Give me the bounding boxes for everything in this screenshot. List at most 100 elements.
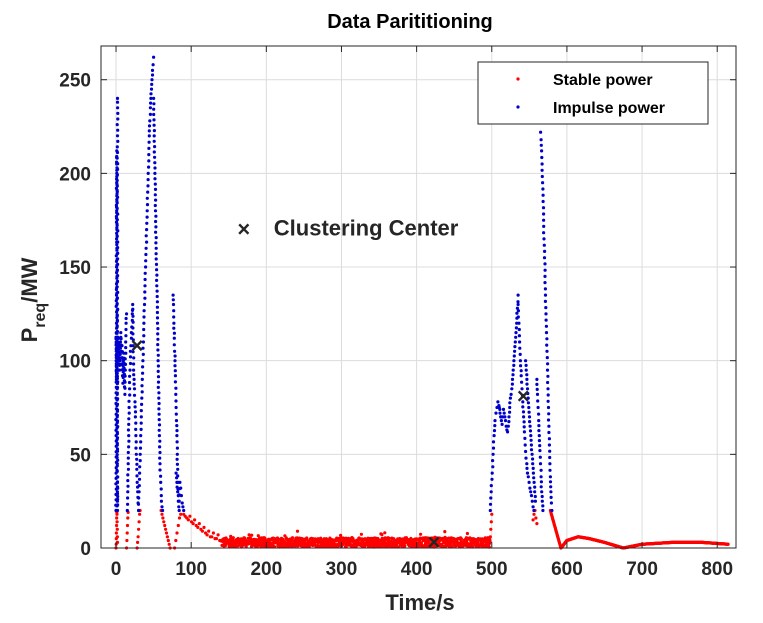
impulse-power-point [152,139,156,143]
impulse-power-point [124,351,128,355]
impulse-power-point [115,324,119,328]
impulse-power-point [494,411,498,415]
impulse-power-point [157,396,161,400]
impulse-power-point [115,455,119,460]
impulse-power-point [172,309,176,313]
impulse-power-point [115,371,119,375]
impulse-power-point [125,508,129,513]
impulse-power-point [159,494,163,498]
impulse-power-point [175,462,179,466]
impulse-power-point [524,456,528,460]
x-tick-label: 600 [551,559,583,580]
impulse-power-point [155,300,159,304]
impulse-power-point [131,320,135,324]
impulse-power-point [140,396,144,400]
impulse-power-point [115,447,120,451]
stable-power-point [177,516,182,520]
impulse-power-point [116,162,120,166]
impulse-power-point [115,234,119,238]
impulse-power-point [515,306,520,310]
impulse-power-point [115,453,119,457]
x-tick-label: 800 [701,559,733,580]
impulse-power-point [542,212,546,216]
impulse-power-point [493,419,497,423]
impulse-power-point [546,380,550,385]
impulse-power-point [152,118,156,122]
impulse-power-point [540,149,544,153]
impulse-power-point [136,502,141,506]
impulse-power-point [499,419,503,423]
impulse-power-point [527,480,531,484]
impulse-power-point [518,346,522,350]
impulse-power-point [545,368,550,372]
legend-label-stable: Stable power [553,72,653,89]
stable-power-point [247,533,251,537]
x-axis-label: Time/s [385,590,454,615]
x-tick-label: 700 [626,559,658,580]
impulse-power-point [141,365,145,369]
impulse-power-point [147,140,151,144]
impulse-power-point [521,410,526,414]
axis-ticks [101,46,736,549]
impulse-power-point [516,302,520,307]
impulse-power-point [154,230,158,234]
impulse-power-point [150,82,154,86]
impulse-power-point [537,424,541,428]
data-points [114,55,730,550]
impulse-power-point [173,364,177,368]
impulse-power-point [539,485,543,489]
impulse-power-point [175,446,179,450]
impulse-power-point [537,412,541,416]
impulse-power-point [545,349,549,353]
impulse-power-point [522,430,527,434]
impulse-power-point [156,385,160,389]
impulse-power-point [524,363,528,367]
impulse-power-point [531,466,535,470]
stable-power-point [174,538,178,543]
impulse-power-point [508,410,512,414]
impulse-power-point [522,415,526,419]
svg-text:Preq/MW: Preq/MW [17,257,49,342]
impulse-power-point [490,477,494,481]
impulse-power-point [132,356,136,360]
impulse-power-point [174,392,178,396]
impulse-power-point [541,206,546,210]
impulse-power-point [543,299,548,303]
impulse-power-point [134,421,138,425]
impulse-power-point [493,424,497,428]
x-tick-label: 400 [401,559,433,580]
impulse-power-point [543,287,548,291]
impulse-power-point [177,505,181,509]
impulse-power-point [545,356,549,360]
impulse-power-point [131,332,135,336]
impulse-power-point [152,96,156,100]
impulse-power-point [529,438,533,442]
impulse-power-point [152,112,156,117]
stable-power-point [126,516,130,520]
impulse-power-point [116,246,120,250]
impulse-power-point [159,474,163,478]
impulse-power-point [153,209,158,213]
impulse-power-point [153,161,157,165]
impulse-power-point [139,427,143,431]
impulse-power-point [126,479,130,483]
impulse-power-point [156,375,161,379]
impulse-power-point [540,490,544,494]
impulse-power-point [116,128,120,132]
impulse-power-point [156,337,160,341]
impulse-power-point [515,321,519,325]
impulse-power-point [525,462,529,466]
impulse-power-point [126,428,130,432]
impulse-power-point [115,218,119,222]
impulse-power-point [173,354,177,358]
impulse-power-point [115,178,119,183]
impulse-power-point [153,193,157,197]
stable-power-point [305,536,309,540]
impulse-power-point [152,129,156,133]
stable-power-point [125,531,129,535]
stable-power-point [193,518,197,522]
impulse-power-point [173,380,177,384]
impulse-power-point [115,366,119,370]
impulse-power-point [127,422,131,426]
impulse-power-point [174,412,178,416]
